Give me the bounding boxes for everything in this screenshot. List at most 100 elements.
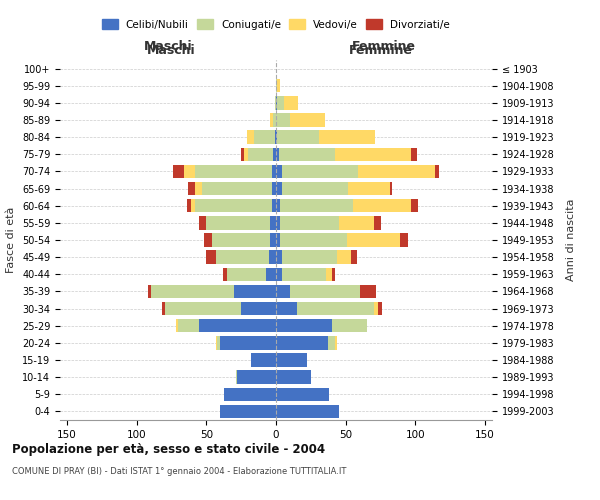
Bar	[272, 182, 276, 196]
Bar	[281, 268, 326, 281]
Bar	[148, 284, 151, 298]
Bar	[187, 199, 191, 212]
Text: COMUNE DI PRAY (BI) - Dati ISTAT 1° gennaio 2004 - Elaborazione TUTTITALIA.IT: COMUNE DI PRAY (BI) - Dati ISTAT 1° genn…	[12, 468, 346, 476]
Bar	[358, 164, 435, 178]
Bar	[284, 96, 298, 110]
Bar	[273, 148, 276, 161]
Bar	[254, 130, 275, 144]
Bar	[234, 284, 276, 298]
Bar	[276, 164, 281, 178]
Bar	[276, 79, 277, 92]
Bar	[195, 164, 272, 178]
Text: Popolazione per età, sesso e stato civile - 2004: Popolazione per età, sesso e stato civil…	[12, 442, 325, 456]
Bar	[216, 336, 217, 349]
Bar	[347, 234, 400, 246]
Bar	[227, 268, 266, 281]
Bar	[290, 114, 325, 126]
Bar	[206, 216, 271, 230]
Bar	[374, 216, 380, 230]
Text: Femmine: Femmine	[349, 44, 413, 57]
Bar	[173, 164, 184, 178]
Bar	[276, 388, 329, 401]
Bar	[280, 234, 347, 246]
Bar	[276, 130, 277, 144]
Bar	[276, 234, 280, 246]
Bar	[275, 130, 276, 144]
Bar	[203, 234, 212, 246]
Bar	[184, 164, 195, 178]
Bar	[297, 302, 374, 316]
Bar	[280, 216, 339, 230]
Bar	[188, 182, 195, 196]
Bar	[248, 148, 273, 161]
Bar	[251, 354, 276, 366]
Bar	[276, 370, 311, 384]
Bar	[220, 336, 276, 349]
Bar	[202, 182, 272, 196]
Bar	[337, 250, 351, 264]
Bar	[176, 319, 178, 332]
Bar	[290, 284, 359, 298]
Bar	[206, 250, 216, 264]
Bar	[266, 268, 276, 281]
Bar	[276, 302, 297, 316]
Bar	[241, 302, 276, 316]
Bar	[195, 182, 202, 196]
Bar	[276, 96, 277, 110]
Bar	[199, 216, 206, 230]
Bar	[335, 336, 337, 349]
Bar	[220, 404, 276, 418]
Bar	[349, 182, 390, 196]
Text: Femmine: Femmine	[352, 40, 416, 52]
Bar	[281, 164, 358, 178]
Bar	[332, 319, 367, 332]
Bar	[411, 148, 417, 161]
Bar	[339, 216, 374, 230]
Bar	[411, 199, 418, 212]
Bar	[247, 130, 254, 144]
Bar	[275, 96, 276, 110]
Legend: Celibi/Nubili, Coniugati/e, Vedovi/e, Divorziati/e: Celibi/Nubili, Coniugati/e, Vedovi/e, Di…	[102, 20, 450, 30]
Bar	[359, 284, 376, 298]
Bar	[435, 164, 439, 178]
Bar	[195, 199, 272, 212]
Bar	[353, 199, 411, 212]
Bar	[277, 96, 284, 110]
Bar	[217, 336, 220, 349]
Bar	[273, 114, 276, 126]
Bar	[276, 216, 280, 230]
Bar	[328, 336, 335, 349]
Text: Maschi: Maschi	[143, 40, 193, 52]
Bar	[164, 302, 241, 316]
Bar	[271, 234, 276, 246]
Bar	[216, 250, 269, 264]
Bar	[332, 268, 335, 281]
Bar	[212, 234, 271, 246]
Bar	[276, 319, 332, 332]
Bar	[269, 250, 276, 264]
Bar	[335, 148, 411, 161]
Bar	[276, 250, 281, 264]
Bar	[280, 199, 353, 212]
Bar	[272, 164, 276, 178]
Bar	[276, 182, 281, 196]
Bar	[281, 250, 337, 264]
Text: Maschi: Maschi	[147, 44, 196, 57]
Bar	[374, 302, 378, 316]
Bar	[237, 370, 276, 384]
Bar	[272, 199, 276, 212]
Bar	[319, 130, 375, 144]
Bar	[351, 250, 357, 264]
Bar	[276, 336, 328, 349]
Bar	[276, 268, 281, 281]
Y-axis label: Anni di nascita: Anni di nascita	[566, 198, 575, 281]
Bar	[378, 302, 382, 316]
Bar	[281, 182, 349, 196]
Bar	[276, 284, 290, 298]
Bar	[277, 130, 319, 144]
Bar	[191, 199, 195, 212]
Bar	[276, 354, 307, 366]
Bar	[271, 114, 273, 126]
Bar	[326, 268, 332, 281]
Bar	[277, 79, 280, 92]
